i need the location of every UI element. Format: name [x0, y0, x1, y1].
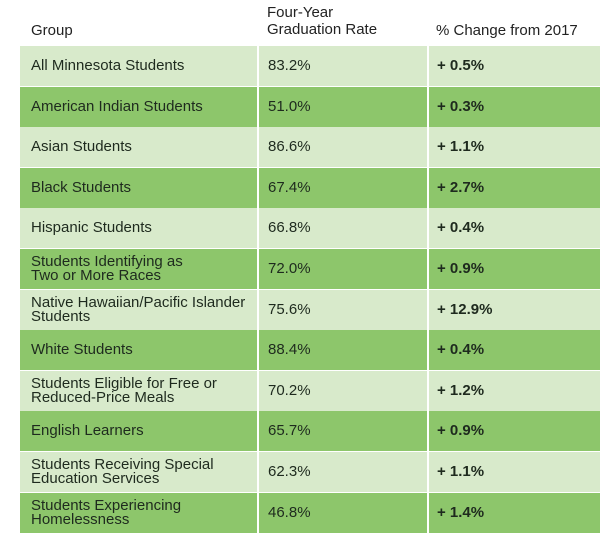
- change-cell: + 1.4%: [429, 492, 600, 533]
- table-row: Asian Students 86.6% + 1.1%: [20, 127, 600, 168]
- group-cell: Asian Students: [20, 127, 257, 168]
- rate-cell: 51.0%: [259, 86, 427, 127]
- group-line: Asian Students: [31, 138, 132, 156]
- group-line: Hispanic Students: [31, 219, 152, 237]
- rate-cell: 86.6%: [259, 127, 427, 168]
- group-line: English Learners: [31, 422, 144, 440]
- rate-cell: 65.7%: [259, 411, 427, 452]
- table-row: Hispanic Students 66.8% + 0.4%: [20, 208, 600, 249]
- group-line: Reduced-Price Meals: [31, 388, 175, 406]
- table-row: Students Eligible for Free or Reduced-Pri…: [20, 370, 600, 411]
- group-cell: White Students: [20, 330, 257, 371]
- table-row: American Indian Students 51.0% + 0.3%: [20, 86, 600, 127]
- rate-cell: 70.2%: [259, 370, 427, 411]
- change-cell: + 1.1%: [429, 452, 600, 492]
- group-line: Students Eligible for Free or: [31, 374, 217, 392]
- table-row: White Students 88.4% + 0.4%: [20, 330, 600, 371]
- group-line: Students Identifying as: [31, 253, 183, 270]
- group-line: Students Experiencing: [31, 496, 182, 514]
- group-line: All Minnesota Students: [31, 57, 185, 74]
- group-line: Students Receiving Special: [31, 456, 214, 473]
- table-row: Students Identifying as Two or More Races…: [20, 249, 600, 289]
- change-cell: + 12.9%: [429, 289, 600, 330]
- group-cell: All Minnesota Students: [20, 46, 257, 86]
- table-row: Students Experiencing Homelessness 46.8% + …: [20, 492, 600, 533]
- group-cell: Native Hawaiian/Pacific Islander Students: [20, 289, 257, 330]
- table-row: Students Receiving Special Education Serv…: [20, 452, 600, 492]
- group-cell: Students Experiencing Homelessness: [20, 492, 257, 533]
- group-cell: American Indian Students: [20, 86, 257, 127]
- rate-cell: 66.8%: [259, 208, 427, 249]
- change-cell: + 0.4%: [429, 330, 600, 371]
- group-line: Education Services: [31, 470, 160, 487]
- rate-cell: 62.3%: [259, 452, 427, 492]
- group-line: Homelessness: [31, 510, 130, 528]
- header-group: Group: [31, 22, 73, 39]
- rate-cell: 88.4%: [259, 330, 427, 371]
- change-cell: + 1.2%: [429, 370, 600, 411]
- rate-cell: 67.4%: [259, 167, 427, 208]
- header-rate: Four-Year: [267, 4, 334, 21]
- group-line: Students: [31, 307, 91, 325]
- change-cell: + 2.7%: [429, 167, 600, 208]
- table-row: Black Students 67.4% + 2.7%: [20, 167, 600, 208]
- group-line: Native Hawaiian/Pacific Islander: [31, 293, 246, 311]
- table-row: Native Hawaiian/Pacific Islander Students…: [20, 289, 600, 330]
- change-cell: + 1.1%: [429, 127, 600, 168]
- group-cell: Hispanic Students: [20, 208, 257, 249]
- rate-cell: 83.2%: [259, 46, 427, 86]
- group-line: Black Students: [31, 178, 132, 196]
- rate-cell: 46.8%: [259, 492, 427, 533]
- table-row: English Learners 65.7% + 0.9%: [20, 411, 600, 452]
- group-cell: Students Receiving Special Education Serv…: [20, 452, 257, 492]
- change-cell: + 0.4%: [429, 208, 600, 249]
- header-change: % Change from 2017: [436, 22, 578, 39]
- group-cell: English Learners: [20, 411, 257, 452]
- group-cell: Students Identifying as Two or More Races: [20, 249, 257, 289]
- change-cell: + 0.9%: [429, 249, 600, 289]
- group-cell: Black Students: [20, 167, 257, 208]
- change-cell: + 0.5%: [429, 46, 600, 86]
- group-cell: Students Eligible for Free or Reduced-Pri…: [20, 370, 257, 411]
- group-line: Two or More Races: [31, 267, 162, 284]
- change-cell: + 0.3%: [429, 86, 600, 127]
- group-line: American Indian Students: [31, 97, 203, 115]
- header-rate: Graduation Rate: [267, 21, 378, 38]
- change-cell: + 0.9%: [429, 411, 600, 452]
- table-row: All Minnesota Students 83.2% + 0.5%: [20, 46, 600, 86]
- group-line: White Students: [31, 341, 133, 359]
- rate-cell: 75.6%: [259, 289, 427, 330]
- rate-cell: 72.0%: [259, 249, 427, 289]
